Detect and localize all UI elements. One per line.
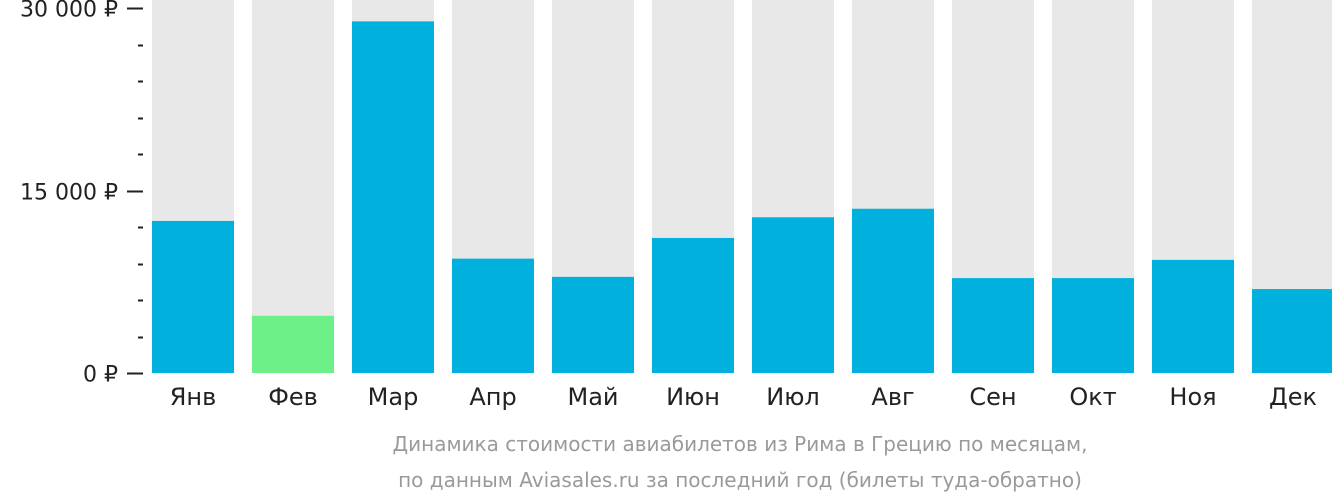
y-tick-label: 15 000 ₽: [20, 181, 118, 206]
x-category-label: Фев: [268, 383, 318, 411]
x-category-label: Дек: [1269, 383, 1317, 411]
x-category-label: Окт: [1069, 383, 1116, 411]
x-category-label: Сен: [969, 383, 1016, 411]
bar-background: [252, 0, 334, 373]
x-category-label: Июл: [766, 383, 820, 411]
x-category-label: Апр: [469, 383, 516, 411]
bar: [452, 258, 534, 373]
bar: [352, 21, 434, 374]
x-category-label: Июн: [666, 383, 720, 411]
x-category-label: Авг: [871, 383, 914, 411]
bar: [852, 208, 934, 373]
y-tick-label: 0 ₽: [83, 363, 118, 388]
x-category-label: Май: [567, 383, 618, 411]
y-tick-label: 30 000 ₽: [20, 0, 118, 23]
bar: [752, 217, 834, 373]
chart-caption-line-1: Динамика стоимости авиабилетов из Рима в…: [392, 432, 1088, 456]
x-category-label: Ноя: [1169, 383, 1216, 411]
bar: [652, 237, 734, 373]
chart-caption-line-2: по данным Aviasales.ru за последний год …: [398, 468, 1082, 492]
bar: [952, 278, 1034, 373]
bar: [1152, 259, 1234, 373]
x-category-label: Мар: [368, 383, 419, 411]
bar: [1052, 278, 1134, 373]
x-category-label: Янв: [170, 383, 217, 411]
price-chart: 0 ₽ 15 000 ₽ 30 000 ₽ Янв Фев Мар Апр Май Июн Июл…: [20, 0, 1332, 411]
bar: [252, 315, 334, 373]
bar: [152, 220, 234, 373]
bar: [552, 276, 634, 373]
bar: [1252, 289, 1332, 373]
